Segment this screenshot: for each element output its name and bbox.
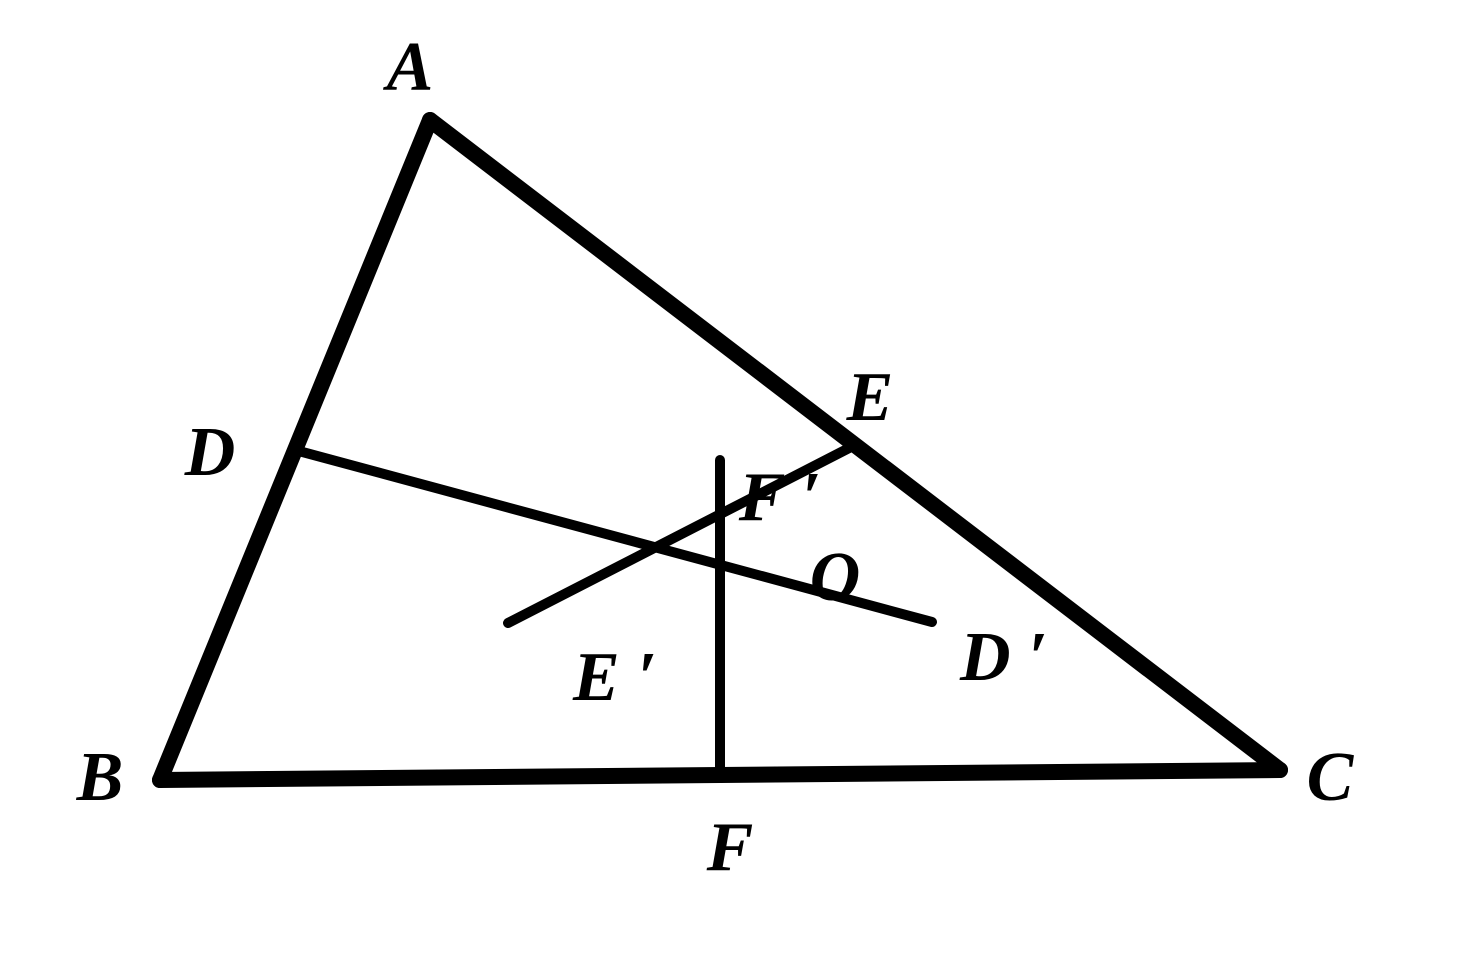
- label-Fprime: F ′: [738, 459, 822, 536]
- label-O: O: [810, 539, 861, 616]
- label-C: C: [1307, 739, 1355, 816]
- label-D: D: [184, 414, 236, 491]
- label-A: A: [383, 29, 434, 106]
- label-E: E: [846, 359, 894, 436]
- label-Dprime: D ′: [959, 619, 1048, 696]
- label-B: B: [76, 739, 124, 816]
- label-Eprime: E ′: [572, 639, 657, 716]
- label-F: F: [706, 809, 754, 886]
- geometry-diagram: A B C D E F O D ′ E ′ F ′: [0, 0, 1472, 980]
